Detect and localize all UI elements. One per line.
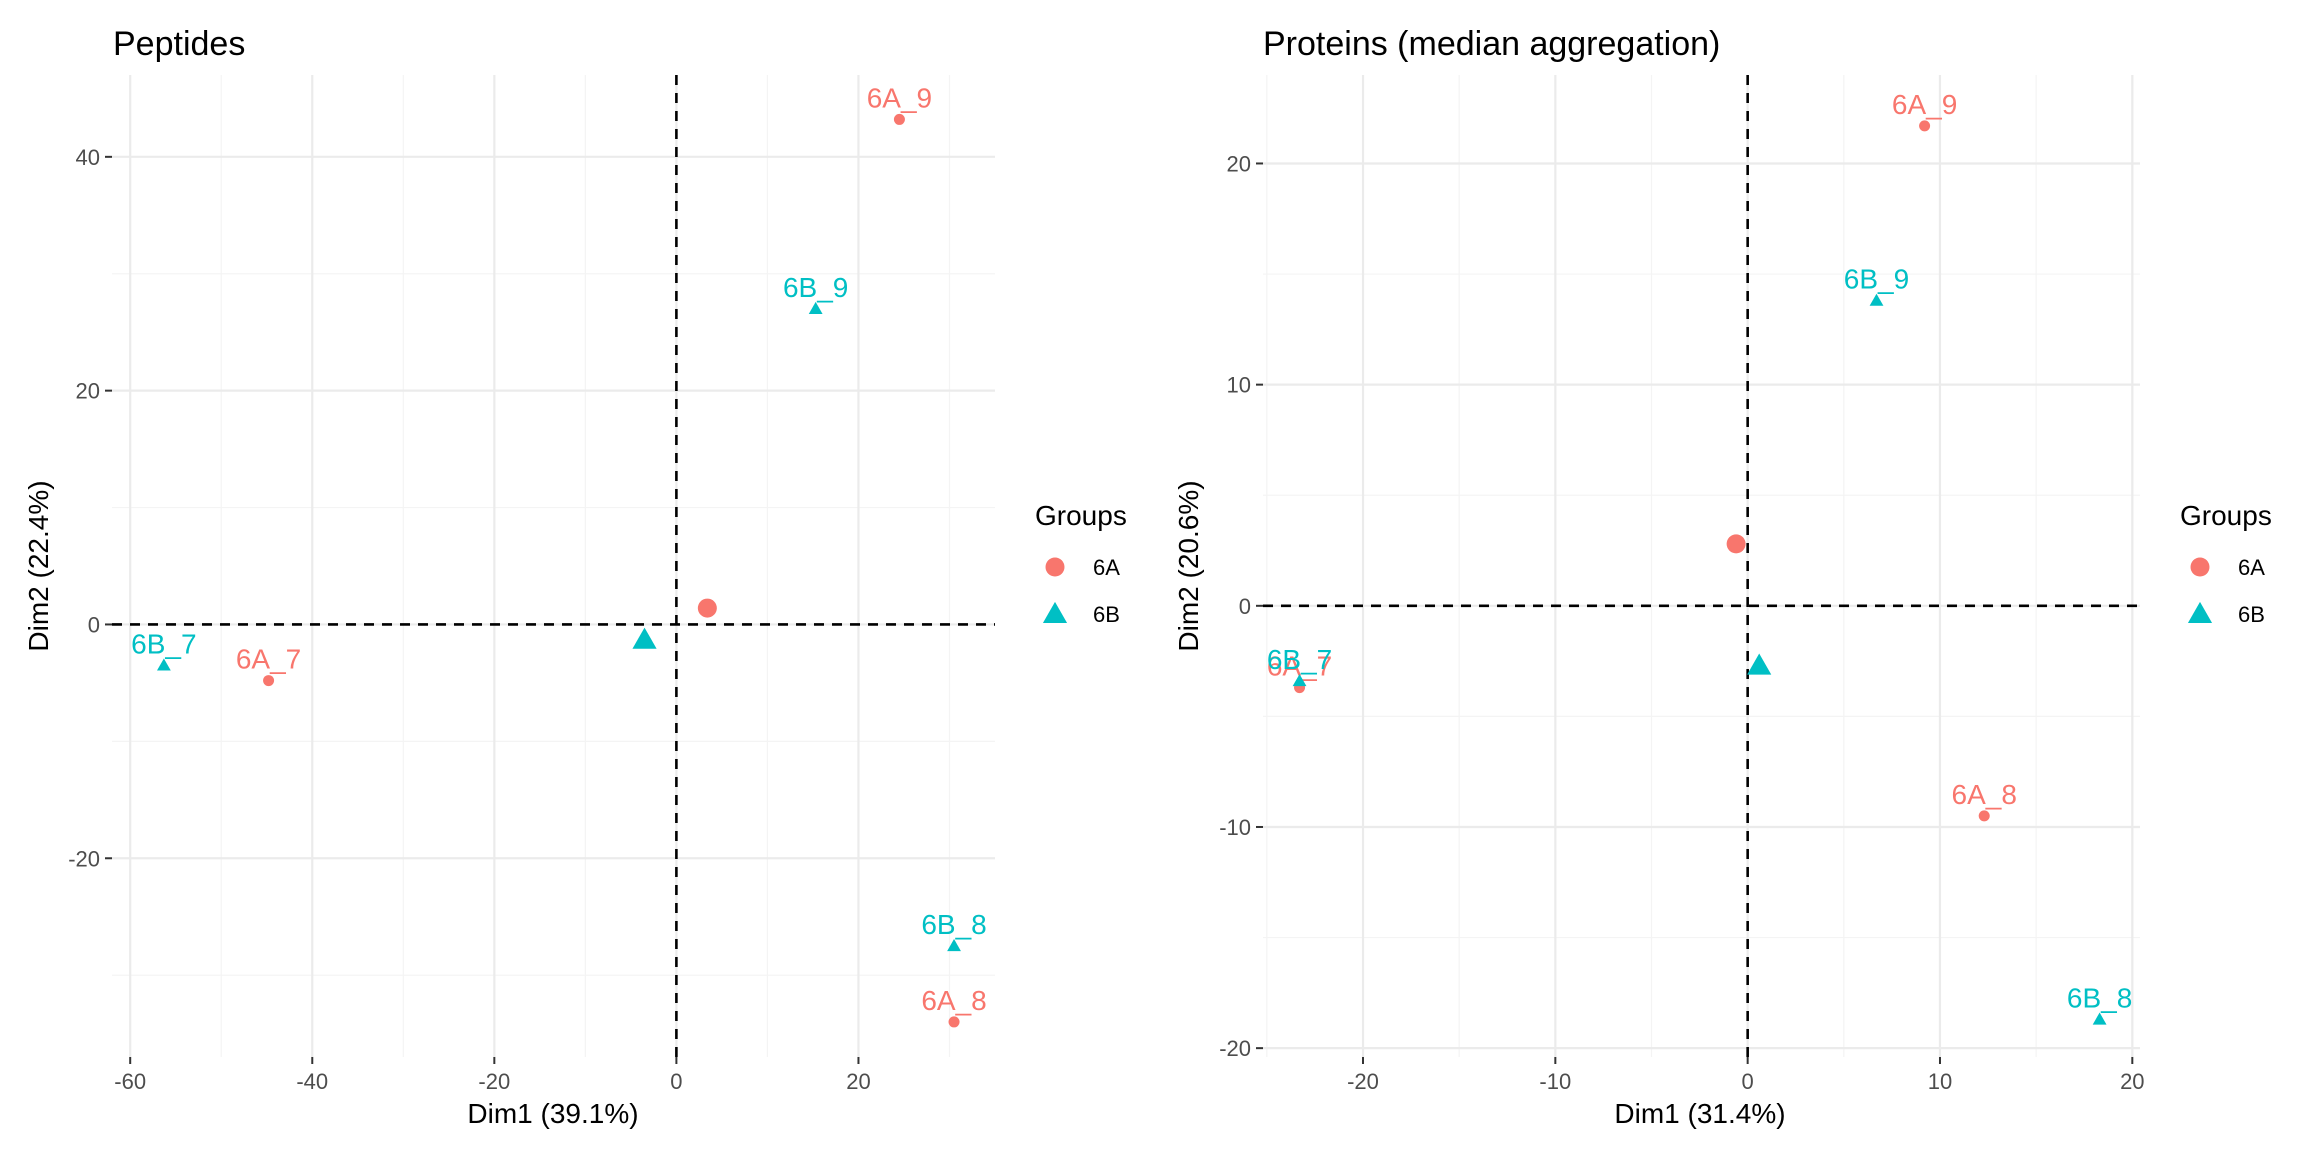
y-tick-label: 40 <box>76 145 100 170</box>
point-label-6A_8: 6A_8 <box>1952 779 2017 810</box>
legend-key-6A <box>2190 557 2210 577</box>
centroid-6A <box>697 598 717 618</box>
y-tick-label: 20 <box>76 379 100 404</box>
x-tick-label: -20 <box>478 1069 510 1094</box>
pca-panel-2: -20 -10 0 10 20 -20 -10 0 10 20 Proteins (median a… <box>1173 25 2272 1129</box>
series-6A: 6A_9 6A_7 6A_8 <box>236 82 987 1028</box>
data-point-6B_8 <box>947 939 961 952</box>
x-tick-label: -10 <box>1539 1069 1571 1094</box>
x-tick-label: 20 <box>846 1069 870 1094</box>
legend-key-6A <box>1045 557 1065 577</box>
data-point-6A_8 <box>948 1016 960 1028</box>
pca-panel-1: -60 -40 -20 0 20 -20 0 20 40 Peptides Dim1 (39.1%)… <box>23 25 1127 1129</box>
data-point-6A_9 <box>1919 120 1931 132</box>
series-6B: 6B_9 6B_7 6B_8 <box>1267 264 2132 1025</box>
point-label-6B_7: 6B_7 <box>131 628 196 659</box>
x-tick-label: 0 <box>1742 1069 1754 1094</box>
x-tick-label: 0 <box>670 1069 682 1094</box>
point-label-6B_7: 6B_7 <box>1267 644 1332 675</box>
data-point-6B_7 <box>156 658 171 671</box>
grid <box>1263 75 2140 1057</box>
legend-label-6A: 6A <box>1093 555 1120 580</box>
data-point-6A_7 <box>263 675 275 687</box>
data-point-6A_9 <box>893 113 905 125</box>
y-tick-label: -10 <box>1219 815 1251 840</box>
x-tick-label: -60 <box>114 1069 146 1094</box>
point-label-6B_9: 6B_9 <box>783 272 848 303</box>
y-axis-title: Dim2 (20.6%) <box>1173 480 1204 651</box>
point-label-6B_9: 6B_9 <box>1844 264 1909 295</box>
point-label-6A_8: 6A_8 <box>921 985 986 1016</box>
point-label-6A_9: 6A_9 <box>1892 89 1957 120</box>
data-point-6A_8 <box>1978 810 1990 822</box>
y-tick-label: 0 <box>88 612 100 637</box>
x-axis-title: Dim1 (39.1%) <box>467 1098 638 1129</box>
y-tick-label: 10 <box>1227 373 1251 398</box>
y-tick-label: -20 <box>68 846 100 871</box>
x-tick-label: -20 <box>1347 1069 1379 1094</box>
point-label-6B_8: 6B_8 <box>2067 982 2132 1013</box>
series-6B: 6B_9 6B_7 6B_8 <box>131 272 987 952</box>
y-tick-label: 20 <box>1227 151 1251 176</box>
data-point-6B_9 <box>1869 293 1884 306</box>
legend-title: Groups <box>1035 500 1127 531</box>
grid <box>112 75 995 1057</box>
point-label-6A_7: 6A_7 <box>236 644 301 675</box>
centroid-6A <box>1726 534 1746 554</box>
point-label-6A_9: 6A_9 <box>867 82 932 113</box>
x-tick-label: 10 <box>1928 1069 1952 1094</box>
legend-key-6B <box>1042 601 1068 624</box>
data-point-6B_7 <box>1292 674 1307 687</box>
series-6A: 6A_96A_76A_8 <box>1267 89 2017 822</box>
point-label-6B_8: 6B_8 <box>921 909 986 940</box>
y-tick-label: -20 <box>1219 1036 1251 1061</box>
x-axis-title: Dim1 (31.4%) <box>1614 1098 1785 1129</box>
chart-title: Peptides <box>113 25 245 63</box>
y-axis-title: Dim2 (22.4%) <box>23 480 54 651</box>
data-point-6B_9 <box>808 301 823 314</box>
legend-title: Groups <box>2180 500 2272 531</box>
x-tick-label: 20 <box>2120 1069 2144 1094</box>
legend: Groups 6A 6B <box>2180 500 2272 627</box>
legend: Groups 6A 6B <box>1035 500 1127 627</box>
centroid-6B <box>632 627 657 649</box>
legend-label-6B: 6B <box>1093 602 1120 627</box>
x-tick-label: -40 <box>296 1069 328 1094</box>
chart-title: Proteins (median aggregation) <box>1263 25 1720 63</box>
y-tick-label: 0 <box>1239 594 1251 619</box>
legend-key-6B <box>2187 601 2213 624</box>
data-point-6B_8 <box>2092 1012 2107 1025</box>
centroid-6B <box>1747 653 1772 675</box>
legend-label-6A: 6A <box>2238 555 2265 580</box>
legend-label-6B: 6B <box>2238 602 2265 627</box>
